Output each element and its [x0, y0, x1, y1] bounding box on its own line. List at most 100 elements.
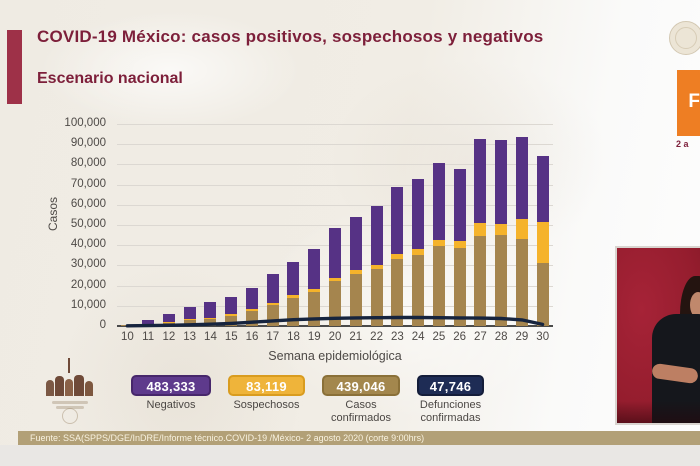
bar-week-29 — [515, 136, 528, 326]
segment-sospechosos — [495, 224, 508, 236]
segment-casos-confirmados — [453, 248, 466, 326]
segment-casos-confirmados — [370, 268, 383, 326]
total-label-defunciones-confirmadas: Defunciones confirmadas — [419, 399, 482, 424]
segment-negativos — [225, 297, 238, 315]
segment-casos-confirmados — [474, 236, 487, 326]
segment-sospechosos — [329, 277, 341, 281]
segment-negativos — [474, 139, 487, 223]
segment-negativos — [204, 302, 217, 319]
total-badge-defunciones-confirmadas: 47,746 — [417, 375, 484, 396]
gridline — [117, 164, 553, 166]
segment-sospechosos — [204, 318, 217, 320]
gridline — [117, 144, 553, 146]
title-accent-bar — [7, 30, 22, 104]
segment-negativos — [370, 206, 383, 265]
gridline — [117, 184, 553, 186]
segment-negativos — [162, 314, 175, 323]
total-label-casos-confirmados: Casos confirmados — [331, 399, 391, 424]
segment-sospechosos — [162, 322, 175, 323]
segment-negativos — [412, 179, 425, 250]
x-tick-label: 27 — [474, 331, 487, 343]
segment-sospechosos — [308, 289, 321, 293]
bar-week-22 — [370, 206, 383, 326]
y-tick-label: 30,000 — [70, 258, 106, 271]
segment-negativos — [453, 169, 466, 241]
segment-casos-confirmados — [225, 315, 238, 326]
gridline — [117, 225, 553, 226]
x-tick-label: 18 — [287, 331, 300, 343]
x-tick-label: 13 — [183, 331, 197, 343]
segment-casos-confirmados — [495, 235, 508, 326]
segment-negativos — [266, 273, 279, 303]
segment-casos-confirmados — [349, 274, 362, 326]
bottom-margin — [0, 445, 700, 466]
interpreter-face — [690, 292, 700, 318]
source-footer-text: Fuente: SSA(SPPS/DGE/InDRE/Informe técni… — [30, 433, 425, 443]
segment-sospechosos — [225, 314, 238, 316]
segment-sospechosos — [432, 239, 445, 246]
segment-negativos — [308, 249, 321, 290]
phase-date-text: 2 a — [676, 139, 689, 149]
y-tick-label: 20,000 — [70, 278, 106, 291]
y-tick-label: 70,000 — [70, 177, 106, 190]
stacked-bar-chart-plot — [117, 124, 553, 328]
y-tick-label: 50,000 — [70, 218, 106, 230]
bar-week-28 — [495, 140, 508, 326]
y-tick-label: 40,000 — [70, 238, 106, 251]
segment-negativos — [515, 136, 528, 219]
heroes-caption-line — [56, 406, 84, 409]
segment-sospechosos — [245, 309, 258, 311]
x-tick-label: 28 — [494, 331, 508, 343]
total-label-sospechosos: Sospechosos — [233, 399, 300, 411]
x-tick-label: 19 — [307, 331, 321, 343]
slide-title: COVID-19 México: casos positivos, sospec… — [37, 27, 544, 46]
segment-casos-confirmados — [391, 258, 404, 326]
heroes-figure — [74, 375, 84, 396]
source-footer-bar: Fuente: SSA(SPPS/DGE/InDRE/Informe técni… — [18, 431, 700, 445]
segment-sospechosos — [349, 270, 362, 275]
video-shadow — [617, 401, 700, 423]
x-tick-label: 21 — [349, 331, 363, 343]
bar-week-21 — [349, 216, 362, 326]
total-badge-sospechosos: 83,119 — [228, 375, 305, 396]
phase-indicator-box: F — [677, 70, 700, 136]
x-tick-label: 16 — [245, 331, 259, 343]
x-axis-line — [117, 325, 553, 327]
gridline — [117, 204, 553, 206]
segment-negativos — [142, 319, 155, 324]
segment-casos-confirmados — [183, 319, 196, 326]
bar-week-15 — [225, 297, 238, 326]
x-tick-label: 11 — [142, 331, 155, 343]
segment-sospechosos — [370, 264, 383, 269]
segment-sospechosos — [391, 253, 404, 259]
y-axis-ticks: 0 10,000 20,000 30,000 40,000 50,000 60,000 70,… — [38, 117, 112, 331]
segment-casos-confirmados — [536, 263, 549, 326]
x-tick-label: 24 — [411, 331, 425, 343]
y-tick-label: 90,000 — [70, 137, 106, 150]
heroes-logo-icon — [46, 358, 94, 400]
heroes-figure — [65, 379, 73, 396]
y-tick-label: 10,000 — [70, 298, 106, 311]
segment-negativos — [391, 187, 404, 254]
x-tick-label: 30 — [536, 331, 550, 343]
segment-casos-confirmados — [515, 238, 528, 326]
bar-week-26 — [453, 169, 466, 326]
bar-week-24 — [412, 179, 425, 326]
x-tick-label: 23 — [390, 331, 404, 343]
segment-sospechosos — [453, 240, 466, 249]
bar-week-30 — [536, 155, 549, 326]
heroes-figure — [46, 380, 54, 396]
deaths-line-series — [125, 315, 545, 328]
x-tick-label: 26 — [453, 331, 467, 343]
x-axis-title: Semana epidemiológica — [268, 349, 402, 363]
segment-negativos — [329, 228, 341, 278]
heroes-seal-icon — [62, 408, 78, 424]
heroes-figure — [55, 376, 64, 396]
segment-negativos — [183, 307, 196, 320]
segment-casos-confirmados — [412, 254, 425, 326]
segment-sospechosos — [266, 302, 279, 305]
bar-week-25 — [432, 163, 445, 326]
x-tick-label: 22 — [370, 331, 383, 343]
x-axis-ticks: 10 11 12 13 14 15 16 17 18 19 20 21 22 23 24 25 26 27 28 29… — [117, 331, 553, 343]
